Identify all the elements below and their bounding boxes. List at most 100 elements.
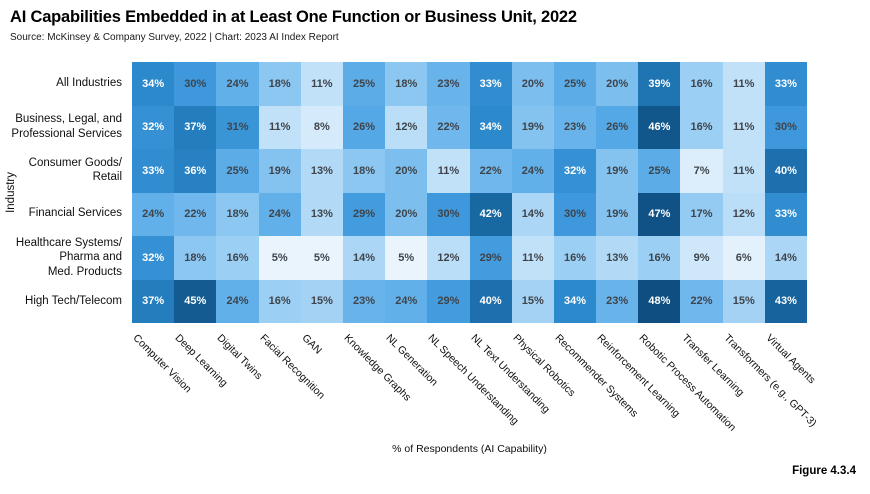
heatmap-cell: 19% [258, 149, 301, 193]
heatmap-cell: 37% [174, 105, 217, 149]
heatmap-cell: 23% [553, 105, 597, 149]
row-label: Healthcare Systems/Pharma and Med. Produc… [0, 236, 126, 280]
heatmap-grid: 34% 30% 24% 18% 11% 25% 18% 23% 33% 20% 25% 20% 39% 1… [132, 62, 807, 323]
column-label: GAN [299, 332, 324, 357]
heatmap-cell: 20% [385, 149, 428, 193]
heatmap-cell: 20% [511, 62, 554, 106]
heatmap-cell: 42% [469, 192, 512, 236]
heatmap-cell: 22% [174, 192, 217, 236]
heatmap-cell: 11% [722, 62, 765, 106]
heatmap-cell: 11% [722, 105, 765, 149]
heatmap-cell: 20% [596, 62, 639, 106]
heatmap-cell: 14% [764, 236, 807, 280]
row-label-line: Business, Legal, and [15, 113, 122, 126]
row-label-line: Healthcare Systems/ [15, 236, 122, 249]
heatmap-cell: 32% [132, 105, 175, 149]
heatmap-cell: 16% [258, 279, 301, 323]
row-label-line: Retail [92, 171, 122, 184]
column-label: Recommender Systems [552, 332, 641, 420]
heatmap-cell: 29% [427, 279, 470, 323]
heatmap-cell: 25% [342, 62, 386, 106]
heatmap-cell: 16% [216, 236, 259, 280]
heatmap-cell: 26% [596, 105, 639, 149]
row-label-line: High Tech/Telecom [25, 294, 122, 307]
heatmap-cell: 12% [427, 236, 470, 280]
heatmap-cell: 34% [469, 105, 512, 149]
heatmap-cell: 25% [638, 149, 681, 193]
heatmap-cell: 47% [638, 192, 681, 236]
heatmap-cell: 9% [680, 236, 723, 280]
heatmap-cell: 5% [258, 236, 301, 280]
page-title: AI Capabilities Embedded in at Least One… [10, 8, 577, 26]
heatmap-cell: 18% [385, 62, 428, 106]
heatmap-cell: 15% [511, 279, 554, 323]
heatmap-cell: 25% [553, 62, 597, 106]
heatmap-cell: 7% [680, 149, 723, 193]
heatmap-cell: 29% [342, 192, 386, 236]
heatmap-cell: 6% [722, 236, 765, 280]
heatmap-cell: 33% [469, 62, 512, 106]
row-label-line: Financial Services [28, 207, 122, 220]
heatmap-cell: 20% [385, 192, 428, 236]
heatmap-cell: 11% [722, 149, 765, 193]
heatmap-cell: 11% [511, 236, 554, 280]
column-label: Reinforcement Learning [594, 332, 683, 420]
heatmap-cell: 11% [300, 62, 343, 106]
heatmap-cell: 22% [680, 279, 723, 323]
heatmap-cell: 18% [174, 236, 217, 280]
heatmap-cell: 34% [132, 62, 175, 106]
heatmap-cell: 31% [216, 105, 259, 149]
heatmap-cell: 24% [385, 279, 428, 323]
heatmap-cell: 19% [596, 149, 639, 193]
heatmap-cell: 24% [132, 192, 175, 236]
heatmap-cell: 32% [132, 236, 175, 280]
heatmap-cell: 24% [216, 279, 259, 323]
heatmap-cell: 40% [764, 149, 807, 193]
heatmap-cell: 17% [680, 192, 723, 236]
heatmap-cell: 23% [427, 62, 470, 106]
heatmap-cell: 12% [722, 192, 765, 236]
heatmap-cell: 32% [553, 149, 597, 193]
heatmap-cell: 14% [342, 236, 386, 280]
heatmap-cell: 39% [638, 62, 681, 106]
heatmap-cell: 13% [300, 149, 343, 193]
heatmap-cell: 30% [764, 105, 807, 149]
heatmap-cell: 24% [216, 62, 259, 106]
heatmap-cell: 45% [174, 279, 217, 323]
heatmap-cell: 24% [511, 149, 554, 193]
heatmap-cell: 18% [216, 192, 259, 236]
heatmap-cell: 8% [300, 105, 343, 149]
heatmap-cell: 16% [680, 62, 723, 106]
heatmap-cell: 36% [174, 149, 217, 193]
heatmap-cell: 33% [764, 62, 807, 106]
heatmap-cell: 34% [553, 279, 597, 323]
heatmap-cell: 18% [258, 62, 301, 106]
heatmap-cell: 15% [722, 279, 765, 323]
heatmap-cell: 29% [469, 236, 512, 280]
heatmap-cell: 5% [300, 236, 343, 280]
row-labels: All Industries Business, Legal, and Profes… [0, 62, 126, 323]
heatmap-cell: 25% [216, 149, 259, 193]
heatmap-cell: 33% [132, 149, 175, 193]
figure-number: Figure 4.3.4 [792, 465, 856, 477]
row-label: High Tech/Telecom [0, 280, 126, 323]
row-label: Business, Legal, and Professional Service… [0, 105, 126, 148]
heatmap-cell: 5% [385, 236, 428, 280]
heatmap-cell: 24% [258, 192, 301, 236]
heatmap-cell: 18% [342, 149, 386, 193]
heatmap-cell: 16% [638, 236, 681, 280]
heatmap-cell: 26% [342, 105, 386, 149]
row-label: Consumer Goods/Retail [0, 149, 126, 192]
row-label-line: Med. Products [47, 265, 122, 278]
x-axis-title: % of Respondents (AI Capability) [392, 443, 547, 455]
column-label: NL Text Understanding [468, 332, 552, 416]
heatmap-cell: 37% [132, 279, 175, 323]
heatmap-cell: 48% [638, 279, 681, 323]
heatmap-cell: 40% [469, 279, 512, 323]
row-label: All Industries [0, 62, 126, 105]
heatmap-cell: 16% [680, 105, 723, 149]
row-label-line: Professional Services [11, 128, 122, 141]
heatmap-cell: 14% [511, 192, 554, 236]
row-label: Financial Services [0, 192, 126, 235]
